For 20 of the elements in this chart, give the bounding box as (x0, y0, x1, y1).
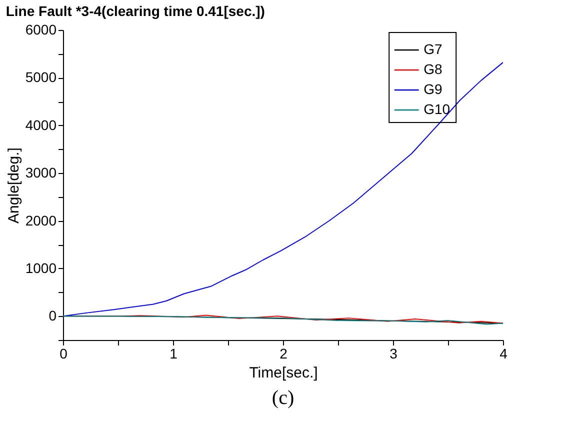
text: (c) (272, 387, 294, 409)
x-tick-label: 2 (280, 346, 288, 362)
x-tick-label: 4 (500, 346, 508, 362)
x-tick-label: 1 (170, 346, 178, 362)
x-axis-title: Time[sec.] (249, 364, 318, 382)
y-tick-label: 4000 (25, 116, 57, 133)
x-tick-label: 0 (60, 346, 68, 362)
y-tick-label: 0 (48, 308, 57, 324)
y-tick-label: 2000 (25, 212, 57, 228)
chart-title: Line Fault *3-4(clearing time 0.41[sec.]) (6, 3, 265, 19)
y-tick-label: 1000 (25, 260, 57, 276)
y-tick-label: 3000 (25, 164, 57, 181)
legend-label: G7 (424, 41, 442, 57)
legend-label: G10 (424, 101, 450, 117)
x-tick-label: 3 (390, 346, 398, 362)
y-axis-title: Angle[deg.] (5, 148, 22, 224)
y-tick-label: 6000 (25, 22, 57, 38)
legend-label: G9 (424, 81, 442, 97)
y-tick-label: 5000 (25, 69, 57, 86)
legend-label: G8 (424, 61, 442, 77)
